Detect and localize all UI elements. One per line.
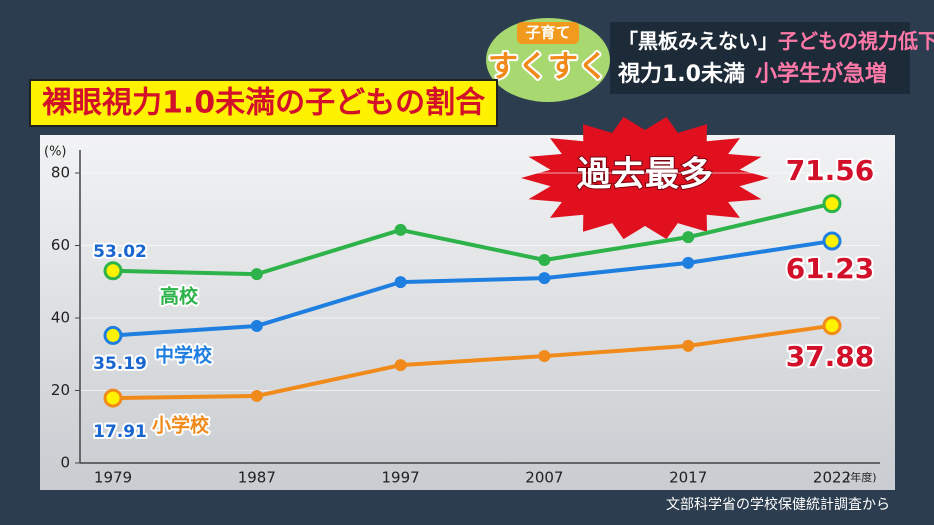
value-label: 37.88: [786, 340, 875, 373]
x-tick-label: 2022: [813, 469, 851, 487]
headline-part: 小学生が急増: [755, 61, 887, 87]
y-tick-label: 80: [51, 164, 70, 182]
series-label: 中学校: [155, 344, 213, 367]
logo-main: すくすく: [488, 50, 608, 85]
y-tick-label: 60: [51, 236, 70, 254]
value-label: 71.56: [786, 154, 875, 187]
series-label: 高校: [160, 285, 199, 308]
y-tick-label: 40: [51, 309, 70, 327]
headline-box: [610, 22, 910, 94]
x-tick-label: 2007: [525, 469, 563, 487]
source: 文部科学省の学校保健統計調査から: [666, 496, 890, 513]
x-tick-label: 2017: [669, 469, 707, 487]
point: [682, 339, 695, 352]
plot-panel: [40, 135, 895, 490]
series-label: 小学校: [152, 414, 210, 437]
headline-1: 「黒板みえない」子どもの視力低下: [618, 29, 934, 53]
point: [394, 359, 407, 372]
x-unit: (年度): [846, 470, 877, 484]
end-point: [103, 325, 123, 345]
headline-2: 視力1.0未満 小学生が急増: [618, 61, 887, 87]
value-label: 35.19: [93, 354, 147, 374]
end-point: [822, 231, 842, 251]
value-label: 53.02: [93, 242, 147, 262]
logo: 子育て すくすく: [486, 18, 610, 102]
series-line: [112, 201, 833, 277]
chart-title: 裸眼視力1.0未満の子どもの割合: [42, 86, 485, 121]
x-tick-label: 1979: [94, 469, 132, 487]
value-label: 61.23: [786, 252, 875, 285]
point: [250, 389, 263, 402]
end-point: [822, 194, 842, 214]
y-tick-label: 20: [51, 381, 70, 399]
point: [538, 254, 551, 266]
point: [250, 268, 263, 281]
y-unit: (%): [44, 145, 67, 160]
point: [682, 256, 695, 269]
headline-part: 視力1.0未満: [618, 61, 745, 87]
logo-top: 子育て: [525, 24, 570, 42]
annotation: 過去最多: [577, 155, 713, 195]
value-label: 17.91: [93, 422, 147, 442]
series-line: [112, 323, 833, 401]
headline-part: 「黒板みえない」: [618, 29, 778, 53]
x-tick-label: 1987: [238, 469, 276, 487]
point: [538, 350, 551, 363]
point: [538, 272, 551, 285]
point: [682, 231, 695, 244]
headline-part: 子どもの視力低下: [778, 29, 934, 53]
burst: [521, 116, 769, 240]
y-tick-label: 0: [60, 454, 70, 472]
end-point: [822, 316, 842, 336]
logo-tab: [517, 22, 579, 44]
point: [250, 319, 263, 332]
end-point: [103, 261, 123, 281]
title-box: [29, 79, 498, 127]
point: [394, 276, 407, 289]
series-line: [112, 239, 833, 338]
point: [394, 223, 407, 236]
x-tick-label: 1997: [382, 469, 420, 487]
end-point: [103, 388, 123, 408]
